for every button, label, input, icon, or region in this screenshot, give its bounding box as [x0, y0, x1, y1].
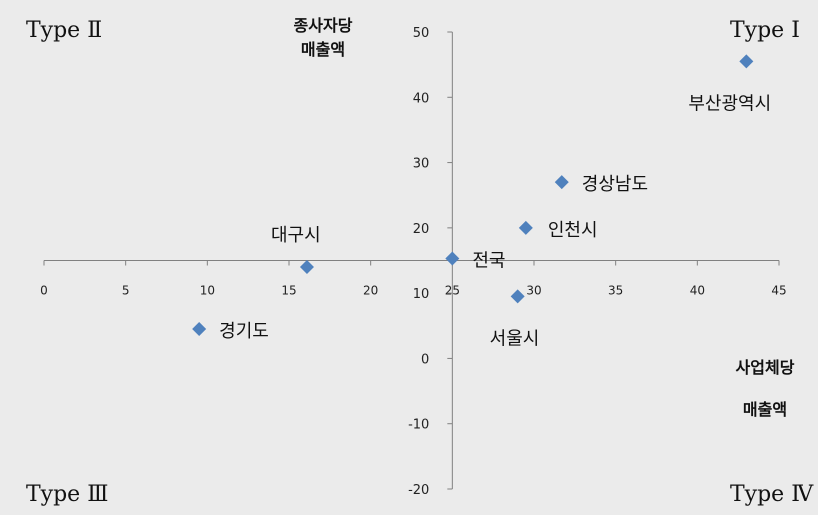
x-axis-title: 사업체당 매출액: [710, 347, 818, 431]
data-point-label: 부산광역시: [688, 93, 771, 114]
data-point-label: 경기도: [219, 321, 269, 342]
y-tick-label: 0: [421, 352, 429, 367]
y-axis-title-line1: 종사자당: [293, 16, 353, 35]
x-tick-label: 0: [40, 284, 48, 298]
x-tick-label: 40: [690, 284, 705, 298]
x-tick-label: 5: [122, 284, 130, 298]
quadrant-label-type3: Type Ⅲ: [26, 482, 109, 507]
x-tick-label: 10: [200, 284, 215, 298]
x-tick-label: 20: [363, 284, 378, 298]
data-point: [554, 175, 569, 190]
data-point-label: 대구시: [271, 225, 321, 246]
data-point: [192, 322, 207, 337]
data-point: [299, 260, 314, 275]
y-tick-label: -20: [408, 483, 429, 498]
x-tick-label: 45: [771, 284, 786, 298]
y-tick-label: -10: [408, 418, 429, 433]
x-tick-label: 30: [526, 284, 541, 298]
data-point-label: 전국: [472, 251, 505, 272]
data-point: [445, 251, 460, 266]
quadrant-label-type2: Type Ⅱ: [26, 18, 103, 43]
quadrant-label-type1: Type Ⅰ: [730, 18, 800, 43]
data-point: [510, 289, 525, 304]
y-tick-label: 30: [413, 157, 430, 172]
x-tick-label: 25: [445, 284, 460, 298]
data-point-label: 경상남도: [582, 174, 648, 195]
x-axis-title-line2: 매출액: [742, 400, 788, 419]
data-point: [518, 220, 533, 235]
quadrant-label-type4: Type Ⅳ: [730, 482, 814, 507]
x-tick-label: 35: [608, 284, 623, 298]
y-axis-title-line2: 매출액: [300, 40, 346, 59]
data-point-label: 인천시: [548, 220, 598, 241]
y-axis-title: 종사자당 매출액: [268, 14, 378, 62]
x-tick-label: 15: [281, 284, 296, 298]
y-tick-label: 20: [413, 222, 430, 237]
y-tick-label: 40: [413, 91, 430, 106]
y-tick-label: 10: [413, 287, 430, 302]
y-tick-label: 50: [413, 26, 430, 41]
x-axis-title-line1: 사업체당: [735, 358, 795, 377]
data-point-label: 서울시: [490, 328, 540, 349]
data-point: [739, 54, 754, 69]
